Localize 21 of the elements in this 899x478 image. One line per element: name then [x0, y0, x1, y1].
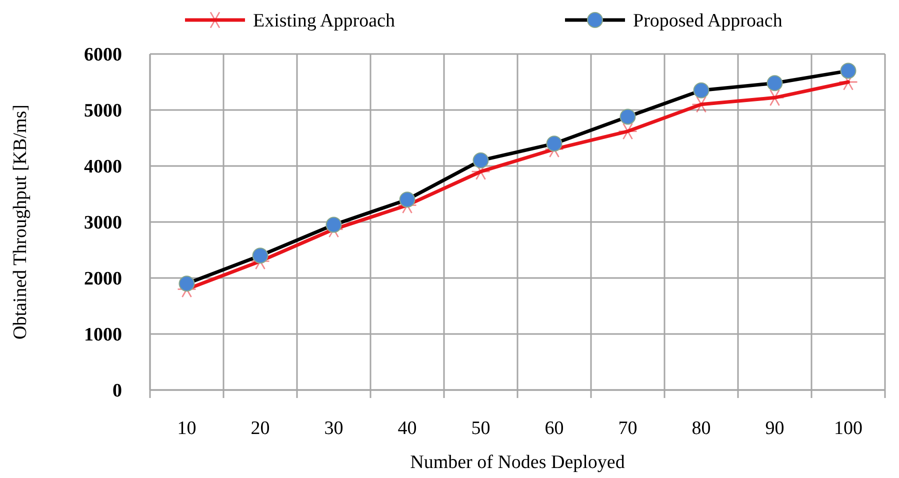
x-tick-label: 100	[834, 418, 862, 439]
x-tick-label: 20	[250, 418, 270, 439]
x-axis-title: Number of Nodes Deployed	[410, 452, 626, 473]
x-tick-label: 60	[544, 418, 564, 439]
y-tick-label: 0	[112, 380, 122, 402]
legend-label: Existing Approach	[253, 10, 396, 32]
x-tick-label: 70	[618, 418, 638, 439]
x-tick-label: 10	[177, 418, 196, 439]
y-tick-label: 3000	[84, 212, 122, 234]
x-tick-label: 90	[765, 418, 784, 439]
y-tick-label: 1000	[84, 324, 122, 346]
y-tick-label: 6000	[84, 44, 122, 66]
y-tick-label: 5000	[84, 100, 122, 122]
x-tick-label: 30	[324, 418, 344, 439]
y-tick-label: 4000	[84, 156, 122, 178]
legend-label: Proposed Approach	[633, 10, 783, 32]
y-axis-title: Obtained Throughput [KB/ms]	[10, 104, 31, 340]
x-tick-label: 40	[398, 418, 417, 439]
x-tick-label: 80	[692, 418, 711, 439]
x-tick-label: 50	[471, 418, 490, 439]
y-tick-label: 2000	[84, 268, 122, 290]
